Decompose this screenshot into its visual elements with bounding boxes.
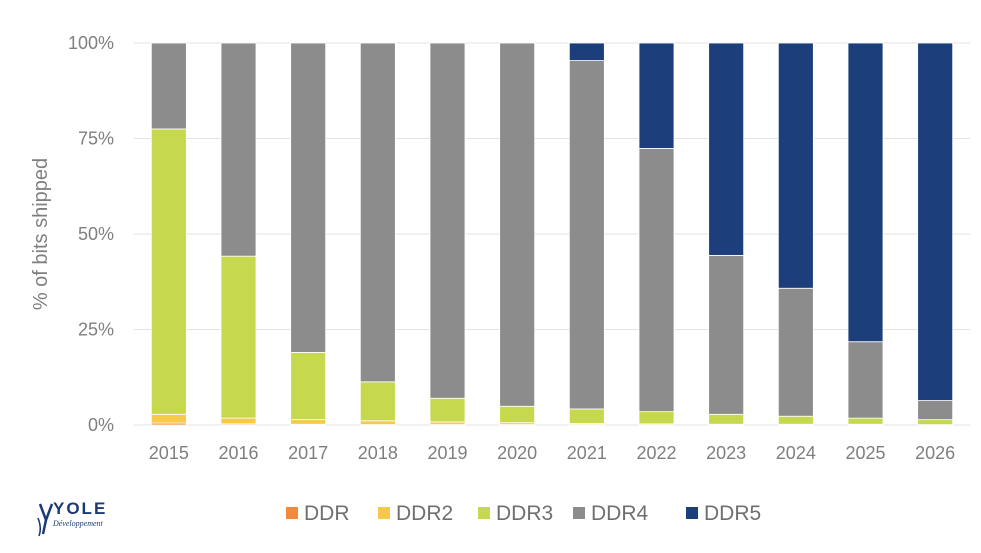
legend-swatch-ddr4 (573, 507, 585, 519)
logo-word: YOLE (53, 499, 108, 518)
bar-segment-ddr5-2025 (847, 42, 884, 343)
bar-segment-ddr3-2024 (777, 415, 814, 425)
y-tick-label: 100% (68, 33, 114, 53)
bar-segment-ddr4-2022 (638, 148, 675, 413)
bar-segment-ddr2-2018 (359, 420, 396, 426)
legend-label-ddr4: DDR4 (591, 502, 648, 525)
x-tick-label: 2022 (636, 443, 676, 463)
bar-segment-ddr5-2022 (638, 42, 675, 149)
bar-segment-ddr3-2022 (638, 411, 675, 425)
bar-segment-ddr2-2019 (429, 421, 466, 426)
y-axis-label: % of bits shipped (30, 158, 52, 310)
bar-segment-ddr3-2020 (499, 405, 536, 424)
x-tick-label: 2020 (497, 443, 537, 463)
legend-label-ddr: DDR (304, 502, 350, 525)
yole-logo: YOLE Développement (36, 498, 146, 542)
x-tick-label: 2025 (845, 443, 885, 463)
bar-segment-ddr5-2023 (708, 42, 745, 256)
x-tick-label: 2021 (567, 443, 607, 463)
x-axis-ticks: 2015 2016 2017 2018 2019 2020 2021 2022 2023 2024… (149, 443, 955, 463)
bar-segment-ddr4-2015 (150, 42, 187, 130)
bars (150, 42, 954, 426)
x-tick-label: 2016 (218, 443, 258, 463)
bar-segment-ddr4-2024 (777, 287, 814, 417)
bar-segment-ddr3-2023 (708, 413, 745, 425)
bar-segment-ddr5-2026 (917, 42, 954, 401)
x-tick-label: 2017 (288, 443, 328, 463)
yole-logo-mark-icon (37, 503, 54, 537)
bar-segment-ddr3-2015 (150, 128, 187, 415)
bar-segment-ddr4-2017 (290, 42, 327, 353)
bar-segment-ddr3-2026 (917, 419, 954, 426)
x-tick-label: 2023 (706, 443, 746, 463)
legend-swatch-ddr5 (686, 507, 698, 519)
legend-swatch-ddr2 (378, 507, 390, 519)
bar-segment-ddr4-2021 (568, 60, 605, 410)
bar-segment-ddr4-2016 (220, 42, 257, 257)
grid-lines (134, 42, 970, 426)
bar-segment-ddr3-2025 (847, 417, 884, 425)
y-tick-label: 50% (78, 224, 114, 244)
y-axis-ticks: 0% 25% 50% 75% 100% (68, 33, 114, 435)
bar-segment-ddr4-2020 (499, 42, 536, 407)
bar-segment-ddr3-2016 (220, 255, 257, 419)
legend-label-ddr5: DDR5 (704, 502, 761, 525)
bar-segment-ddr3-2018 (359, 381, 396, 422)
legend: DDR DDR2 DDR3 DDR4 DDR5 (286, 502, 761, 525)
x-tick-label: 2024 (776, 443, 816, 463)
legend-swatch-ddr (286, 507, 298, 519)
bar-segment-ddr3-2021 (568, 408, 605, 424)
bar-segment-ddr3-2017 (290, 352, 327, 421)
bar-segment-ddr2-2016 (220, 417, 257, 425)
y-tick-label: 75% (78, 129, 114, 149)
bar-segment-ddr2-2015 (150, 413, 187, 424)
x-tick-label: 2019 (427, 443, 467, 463)
y-tick-label: 0% (88, 415, 114, 435)
bar-segment-ddr5-2021 (568, 42, 605, 61)
bar-segment-ddr4-2026 (917, 400, 954, 421)
bar-segment-ddr4-2018 (359, 42, 396, 383)
bar-segment-ddr2-2017 (290, 419, 327, 425)
legend-label-ddr2: DDR2 (396, 502, 453, 525)
bar-segment-ddr5-2024 (777, 42, 814, 289)
bar-segment-ddr3-2019 (429, 397, 466, 423)
x-tick-label: 2015 (149, 443, 189, 463)
y-tick-label: 25% (78, 320, 114, 340)
bar-segment-ddr4-2019 (429, 42, 466, 399)
x-tick-label: 2026 (915, 443, 955, 463)
bar-segment-ddr4-2025 (847, 341, 884, 419)
bar-segment-ddr4-2023 (708, 254, 745, 415)
logo-subtitle: Développement (53, 519, 103, 528)
x-tick-label: 2018 (358, 443, 398, 463)
legend-swatch-ddr3 (478, 507, 490, 519)
legend-label-ddr3: DDR3 (496, 502, 553, 525)
